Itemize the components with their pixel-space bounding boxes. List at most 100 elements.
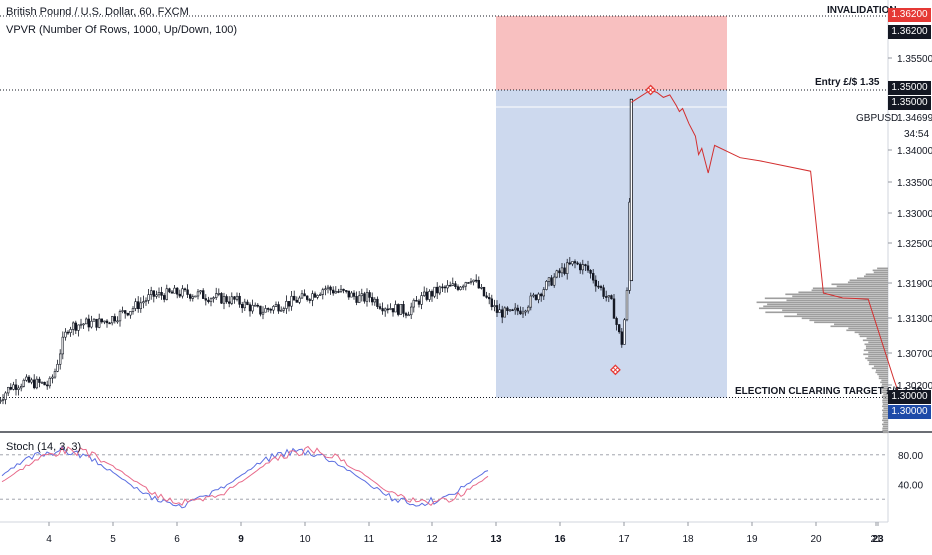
candle-body (581, 264, 585, 271)
candle-body (394, 304, 397, 313)
candle-body (259, 305, 262, 315)
candle-body (165, 288, 168, 300)
x-tick-label: 9 (238, 534, 244, 545)
candle-body (30, 379, 33, 383)
candle-body (0, 400, 2, 402)
stochastic-pane (0, 445, 888, 509)
candle-body (64, 331, 67, 338)
candle-body (61, 336, 65, 355)
candle-body (300, 293, 304, 299)
price-tag-entry-2: 1.35000 (888, 96, 931, 110)
candle-body (194, 295, 197, 298)
candle-body (599, 286, 603, 289)
candle-body (438, 286, 441, 294)
candle-body (313, 293, 317, 298)
vpvr-legend: VPVR (Number Of Rows, 1000, Up/Down, 100… (6, 24, 238, 36)
candle-body (295, 299, 298, 303)
price-tag-entry: 1.35000 (888, 81, 931, 95)
candle-body (448, 284, 452, 287)
candle-body (142, 301, 145, 304)
y-tick-label: 1.30200 (897, 381, 932, 392)
candle-body (417, 300, 421, 305)
candle-body (373, 298, 376, 303)
price-tag-invalidation-2: 1.36200 (888, 25, 931, 39)
y-tick-label: 1.32500 (897, 239, 932, 250)
candle-body (391, 308, 395, 313)
candle-body (124, 310, 127, 314)
candle-body (615, 318, 618, 325)
candle-body (292, 295, 296, 301)
candle-body (412, 299, 415, 308)
candle-body (584, 264, 587, 267)
candle-body (529, 295, 533, 308)
candle-body (506, 307, 509, 312)
candle-body (230, 296, 233, 304)
candle-body (181, 288, 184, 297)
candle-body (38, 378, 41, 383)
symbol-legend: British Pound / U.S. Dollar, 60, FXCM (6, 6, 189, 18)
candle-body (334, 291, 337, 294)
candle-body (428, 291, 431, 300)
candle-body (573, 261, 577, 264)
candle-body (386, 308, 389, 311)
candle-body (150, 290, 153, 295)
y-tick-label: 1.31900 (897, 279, 932, 290)
candle-body (12, 384, 15, 390)
candle-body (27, 376, 31, 383)
candle-body (282, 308, 285, 311)
candle-body (199, 290, 202, 293)
candle-body (586, 265, 590, 271)
candle-body (95, 318, 98, 328)
x-tick-label: 21 (870, 534, 882, 545)
candle-body (134, 301, 137, 309)
candle-body (35, 378, 39, 389)
candle-body (547, 277, 551, 282)
candle-body (337, 291, 340, 293)
candle-body (108, 322, 111, 325)
candle-body (163, 295, 166, 300)
candle-body (58, 353, 62, 365)
candle-body (209, 298, 213, 303)
candle-body (215, 293, 218, 298)
candle-body (19, 386, 23, 389)
price-tag-target-2: 1.30000 (888, 405, 931, 419)
candle-body (378, 306, 382, 309)
candle-body (370, 297, 374, 303)
candle-body (87, 318, 91, 328)
candle-body (526, 306, 530, 312)
candle-body (116, 320, 119, 323)
y-tick-label: 1.35500 (897, 54, 932, 65)
candle-body (591, 273, 595, 281)
countdown: 34:54 (904, 129, 930, 140)
candle-body (474, 279, 478, 282)
x-tick-label: 4 (46, 534, 52, 545)
candle-body (456, 286, 460, 290)
trade-zones (496, 16, 727, 398)
candle-body (176, 287, 179, 295)
candle-body (389, 308, 392, 310)
candle-body (202, 290, 205, 299)
candle-body (480, 287, 483, 289)
candle-body (178, 293, 181, 297)
candle-body (532, 294, 535, 297)
candle-body (43, 381, 46, 386)
x-tick-label: 11 (364, 534, 375, 545)
candle-body (365, 292, 369, 302)
candle-body (233, 296, 236, 300)
x-tick-label: 18 (682, 534, 694, 545)
y-tick-label: 1.33500 (897, 178, 932, 189)
candle-body (272, 306, 275, 311)
candle-body (274, 304, 278, 307)
candle-body (459, 286, 462, 290)
candle-body (266, 308, 270, 310)
candle-body (490, 298, 493, 308)
candle-body (321, 289, 324, 295)
candle-body (363, 293, 366, 302)
candle-body (311, 293, 314, 301)
candle-body (9, 387, 12, 390)
candle-body (493, 305, 496, 308)
candle-body (519, 310, 522, 315)
candle-body (571, 261, 574, 265)
